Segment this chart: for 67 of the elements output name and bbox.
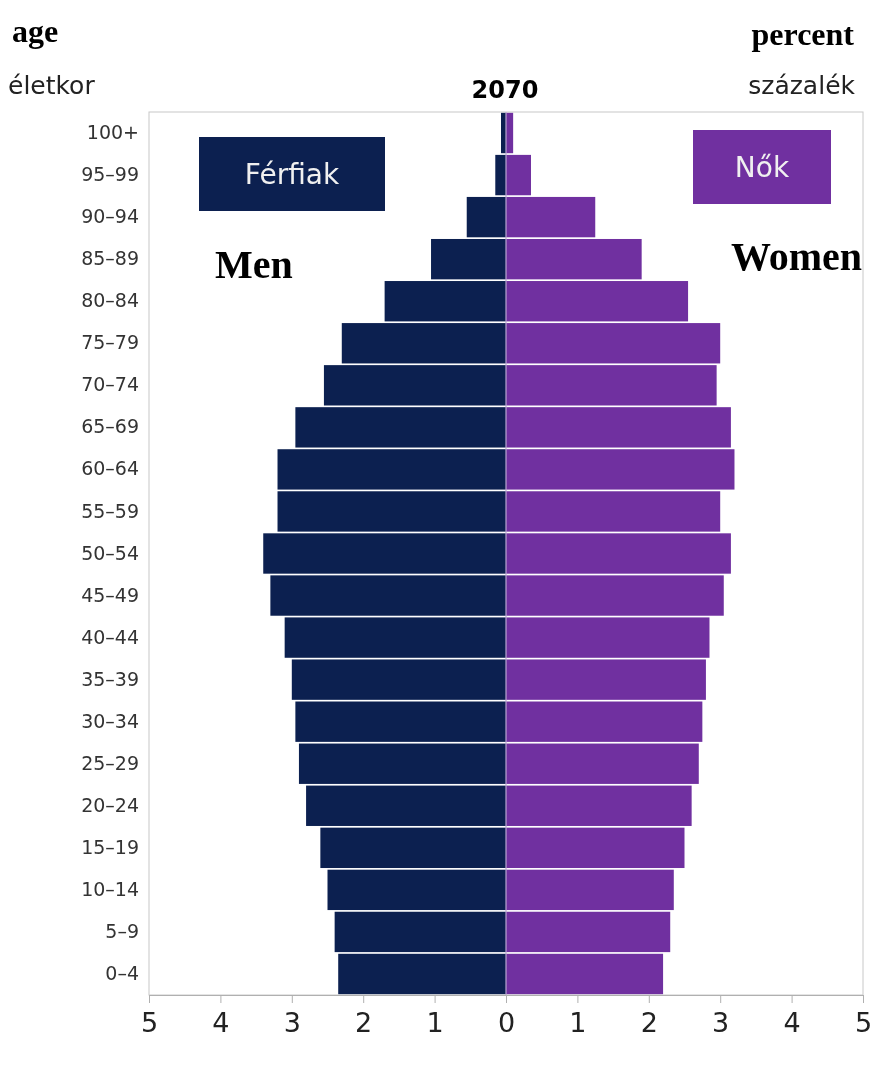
bar [338, 953, 506, 995]
x-tick-label: 3 [712, 1007, 730, 1039]
y-tick-label: 35–39 [81, 667, 139, 690]
bar [506, 323, 721, 364]
bar [506, 827, 685, 869]
bar [506, 281, 689, 322]
y-tick-label: 55–59 [81, 499, 139, 522]
y-tick-label: 30–34 [81, 709, 139, 732]
annotation: Men [215, 242, 293, 287]
chart-title: 2070 [471, 76, 539, 104]
y-tick-label: 60–64 [81, 457, 139, 480]
bar [506, 911, 671, 953]
x-tick-label: 5 [854, 1007, 873, 1039]
y-tick-label: 15–19 [81, 835, 139, 858]
x-axis-title: százalék [748, 71, 856, 100]
y-tick-label: 25–29 [81, 751, 139, 774]
x-tick-label: 4 [783, 1007, 801, 1039]
bar [341, 323, 506, 364]
x-tick-label: 1 [569, 1007, 587, 1039]
text: age [12, 13, 59, 49]
bar [384, 281, 506, 322]
y-axis-title: életkor [8, 71, 96, 100]
x-tick-label: 1 [426, 1007, 444, 1039]
y-tick-label: 40–44 [81, 625, 139, 648]
y-tick-label: 5–9 [105, 920, 139, 943]
bar [323, 365, 506, 406]
bar [506, 154, 531, 196]
x-tick-label: 2 [355, 1007, 373, 1039]
y-tick-label: 70–74 [81, 373, 139, 396]
x-tick-label: 3 [283, 1007, 301, 1039]
bar [506, 365, 717, 406]
bar [306, 785, 506, 826]
bar [320, 827, 506, 869]
y-tick-label: 0–4 [105, 962, 139, 985]
bar [431, 238, 506, 280]
x-tick-label: 4 [212, 1007, 230, 1039]
y-tick-label: 80–84 [81, 289, 139, 312]
x-tick-label: 2 [640, 1007, 658, 1039]
y-tick-label: 95–99 [81, 163, 139, 186]
text: Nők [734, 151, 790, 184]
bar [466, 196, 506, 238]
y-tick-label: 45–49 [81, 583, 139, 606]
bar [506, 743, 699, 784]
annotation: Women [730, 234, 862, 279]
bar [295, 701, 506, 742]
bar [506, 701, 703, 742]
y-tick-label: 85–89 [81, 247, 139, 270]
x-tick-label: 5 [140, 1007, 159, 1039]
y-tick-label: 65–69 [81, 415, 139, 438]
text: percent [751, 16, 855, 52]
bar [495, 154, 506, 196]
bar [506, 869, 674, 911]
x-tick-label: 0 [497, 1007, 516, 1039]
y-tick-label: 50–54 [81, 541, 139, 564]
bar [506, 238, 642, 280]
bar [506, 953, 664, 995]
bar [506, 785, 692, 826]
y-tick-label: 75–79 [81, 331, 139, 354]
bar [327, 869, 506, 911]
y-tick-label: 10–14 [81, 877, 139, 900]
y-tick-label: 100+ [86, 121, 139, 144]
bar [298, 743, 506, 784]
y-tick-label: 90–94 [81, 205, 139, 228]
text: Férfiak [244, 158, 340, 191]
y-tick-label: 20–24 [81, 793, 139, 816]
bar [506, 196, 596, 238]
bar [334, 911, 506, 953]
